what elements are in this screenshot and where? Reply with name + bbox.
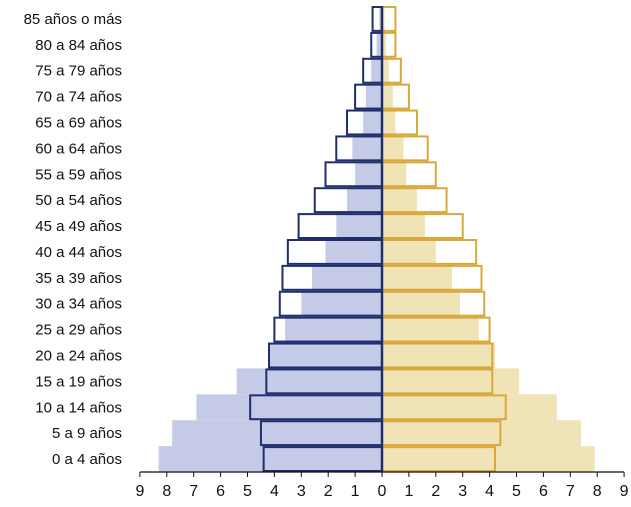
right-filled-bar: [382, 342, 495, 369]
category-label: 5 a 9 años: [52, 425, 122, 442]
category-label: 0 a 4 años: [52, 451, 122, 468]
category-label: 65 a 69 años: [35, 115, 122, 132]
left-filled-bar: [365, 83, 382, 110]
right-filled-bar: [382, 420, 582, 447]
right-filled-bar: [382, 135, 404, 162]
right-filled-bar: [382, 213, 426, 239]
x-tick-label: 7: [566, 483, 575, 500]
left-filled-bar: [196, 394, 382, 421]
left-filled-bar: [379, 6, 382, 32]
right-filled-bar: [382, 446, 595, 472]
x-tick-label: 6: [216, 483, 225, 500]
right-filled-bar: [382, 394, 557, 421]
category-label: 85 años o más: [24, 11, 122, 28]
right-filled-bar: [382, 368, 520, 395]
category-label: 60 a 64 años: [35, 140, 122, 157]
right-filled-bar: [382, 31, 387, 58]
category-label: 30 a 34 años: [35, 296, 122, 313]
left-filled-bar: [325, 239, 382, 265]
left-filled-bar: [236, 368, 382, 395]
x-tick-label: 1: [351, 483, 360, 500]
x-tick-label: 2: [431, 483, 440, 500]
category-label: 45 a 49 años: [35, 218, 122, 235]
x-tick-label: 0: [378, 483, 387, 500]
right-filled-bar: [382, 264, 452, 291]
category-label: 40 a 44 años: [35, 244, 122, 261]
left-filled-bar: [172, 420, 382, 447]
left-filled-bar: [269, 342, 382, 369]
x-tick-label: 4: [485, 483, 494, 500]
left-filled-bar: [371, 57, 382, 84]
x-tick-label: 4: [270, 483, 279, 500]
x-tick-label: 8: [162, 483, 171, 500]
right-filled-bar: [382, 290, 461, 317]
x-tick-label: 2: [324, 483, 333, 500]
x-tick-label: 3: [297, 483, 306, 500]
category-label: 35 a 39 años: [35, 270, 122, 287]
right-filled-bar: [382, 316, 479, 343]
category-label: 50 a 54 años: [35, 192, 122, 209]
right-filled-bar: [382, 83, 393, 110]
right-filled-bar: [382, 109, 396, 136]
x-tick-label: 7: [189, 483, 198, 500]
right-filled-bar: [382, 57, 389, 84]
right-filled-bar: [382, 161, 407, 188]
category-label: 55 a 59 años: [35, 166, 122, 183]
left-filled-bar: [285, 316, 382, 343]
x-tick-label: 3: [458, 483, 467, 500]
left-filled-bar: [158, 446, 382, 472]
x-tick-label: 6: [539, 483, 548, 500]
x-tick-label: 9: [620, 483, 629, 500]
left-filled-bar: [376, 31, 382, 58]
right-filled-bar: [382, 187, 417, 214]
category-label: 75 a 79 años: [35, 63, 122, 80]
category-label: 20 a 24 años: [35, 348, 122, 365]
x-tick-label: 1: [404, 483, 413, 500]
category-labels-layer: 0 a 4 años 5 a 9 años 10 a 14 años 15 a 19 …: [24, 11, 122, 468]
filled-bars-layer: [158, 6, 595, 472]
category-label: 10 a 14 años: [35, 399, 122, 416]
left-filled-bar: [352, 135, 382, 162]
left-filled-bar: [363, 109, 382, 136]
right-filled-bar: [382, 6, 385, 32]
left-filled-bar: [336, 213, 382, 239]
x-tick-label: 8: [593, 483, 602, 500]
left-filled-bar: [312, 264, 382, 291]
right-filled-bar: [382, 239, 436, 265]
left-filled-bar: [355, 161, 382, 188]
category-label: 25 a 29 años: [35, 322, 122, 339]
left-filled-bar: [347, 187, 382, 214]
x-tick-label: 5: [243, 483, 252, 500]
x-tick-label: 9: [135, 483, 144, 500]
left-filled-bar: [301, 290, 382, 317]
x-tick-label: 5: [512, 483, 521, 500]
category-label: 15 a 19 años: [35, 373, 122, 390]
category-label: 80 a 84 años: [35, 37, 122, 54]
category-label: 70 a 74 años: [35, 89, 122, 106]
